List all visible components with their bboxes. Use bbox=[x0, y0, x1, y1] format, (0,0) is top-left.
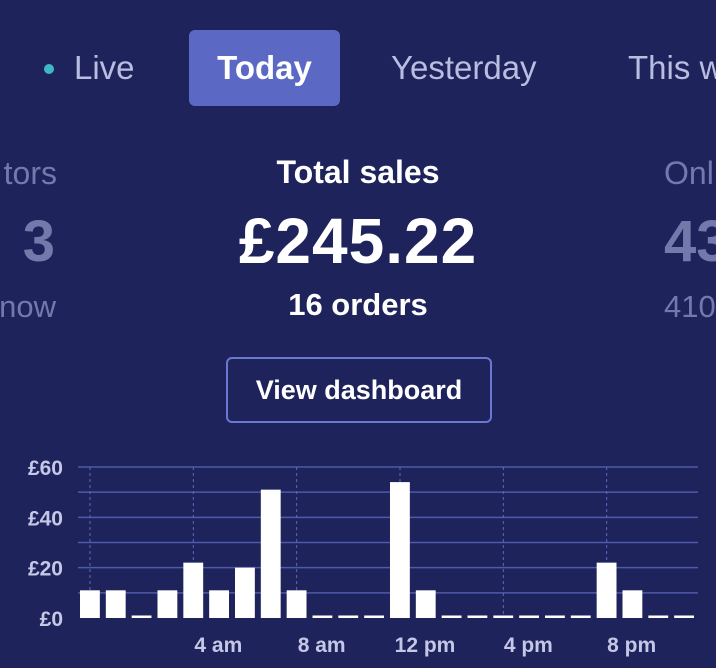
bar-hour-22 bbox=[648, 615, 669, 618]
bar-hour-3 bbox=[157, 590, 178, 618]
bar-hour-10 bbox=[338, 615, 359, 618]
x-tick-label: 8 pm bbox=[607, 634, 656, 657]
online-sub: 410 bbox=[664, 289, 716, 324]
total-sales-value: £245.22 bbox=[238, 205, 478, 277]
total-sales-label: Total sales bbox=[276, 154, 440, 190]
bar-hour-23 bbox=[674, 615, 694, 618]
tab-this-week[interactable]: This w bbox=[628, 49, 716, 86]
bar-hour-9 bbox=[312, 615, 333, 618]
live-indicator-icon bbox=[44, 64, 54, 74]
x-tick-label: 4 am bbox=[194, 634, 242, 657]
orders-count: 16 orders bbox=[288, 287, 428, 322]
visitors-sub: now bbox=[0, 289, 56, 324]
bar-hour-8 bbox=[286, 590, 307, 618]
y-tick-label: £0 bbox=[40, 608, 63, 631]
bar-hour-11 bbox=[364, 615, 384, 618]
bar-hour-13 bbox=[415, 590, 436, 618]
bar-hour-16 bbox=[493, 615, 514, 618]
bar-hour-7 bbox=[260, 489, 281, 618]
visitors-value: 3 bbox=[22, 209, 55, 274]
x-tick-label: 12 pm bbox=[395, 634, 456, 657]
tab-yesterday[interactable]: Yesterday bbox=[391, 49, 537, 86]
bar-hour-18 bbox=[545, 615, 565, 618]
bar-hour-0 bbox=[80, 590, 100, 618]
y-tick-label: £20 bbox=[28, 558, 63, 581]
bar-hour-12 bbox=[390, 482, 410, 618]
bar-hour-17 bbox=[519, 615, 539, 618]
bar-hour-1 bbox=[105, 590, 126, 618]
bar-hour-6 bbox=[235, 567, 255, 618]
online-value: 43 bbox=[664, 209, 716, 274]
tab-today[interactable]: Today bbox=[189, 30, 340, 106]
date-range-tabs: Live Today Yesterday This w bbox=[0, 30, 716, 106]
view-dashboard-button[interactable]: View dashboard bbox=[226, 357, 492, 423]
x-tick-label: 8 am bbox=[298, 634, 346, 657]
bar-hour-5 bbox=[209, 590, 229, 618]
bar-hour-4 bbox=[183, 562, 204, 618]
bar-hour-19 bbox=[570, 615, 591, 618]
bar-hour-21 bbox=[622, 590, 643, 618]
bar-hour-15 bbox=[467, 615, 488, 618]
hourly-sales-chart: £0 £20 £40 £60 4 am 8 am 12 pm 4 pm 8 pm bbox=[28, 457, 698, 657]
y-tick-label: £40 bbox=[28, 507, 63, 530]
tab-live[interactable]: Live bbox=[74, 49, 135, 86]
x-tick-label: 4 pm bbox=[504, 634, 553, 657]
online-label: Onl bbox=[664, 155, 714, 191]
bar-hour-2 bbox=[131, 615, 152, 618]
visitors-label: tors bbox=[3, 155, 57, 191]
y-tick-label: £60 bbox=[28, 457, 63, 480]
bar-hour-14 bbox=[441, 615, 462, 618]
bar-hour-20 bbox=[596, 562, 617, 618]
